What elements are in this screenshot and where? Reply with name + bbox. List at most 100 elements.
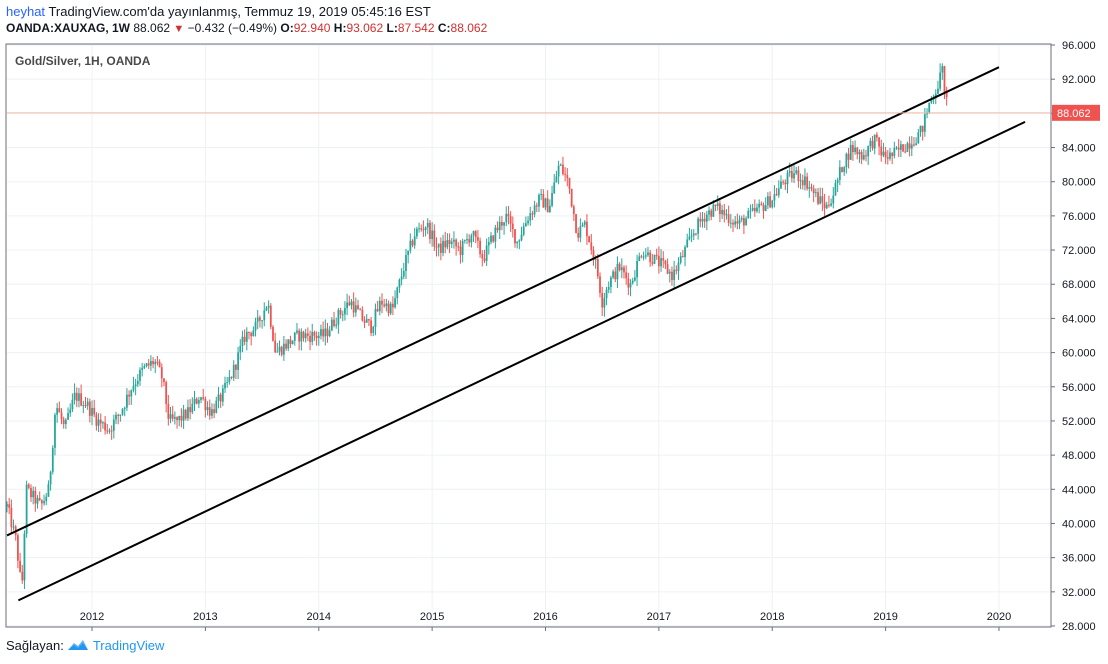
candle	[365, 314, 368, 323]
candle	[250, 331, 253, 346]
candle-body	[579, 226, 582, 238]
candle	[64, 417, 67, 429]
candle	[660, 249, 662, 272]
candle	[535, 202, 538, 213]
candle	[126, 388, 128, 412]
candle-body	[642, 256, 645, 258]
candle	[784, 179, 787, 190]
candle	[335, 317, 338, 329]
candle-body	[23, 533, 26, 581]
candle-body	[359, 309, 362, 311]
candle-body	[394, 298, 396, 308]
candle	[738, 215, 741, 230]
candle	[391, 296, 394, 316]
candle-body	[928, 102, 931, 113]
candle-body	[468, 239, 471, 243]
candle	[766, 192, 769, 210]
candle	[793, 165, 795, 184]
candle-body	[771, 200, 774, 208]
candle	[830, 198, 833, 207]
candle	[701, 211, 704, 228]
candle-body	[804, 176, 806, 186]
candle	[435, 237, 438, 257]
candle	[341, 310, 344, 322]
candle-body	[871, 140, 874, 149]
candle	[777, 180, 780, 198]
candle	[492, 234, 495, 243]
author-link[interactable]: heyhat	[6, 4, 46, 19]
candle-body	[893, 148, 896, 157]
candle	[572, 204, 575, 221]
candle	[605, 286, 608, 306]
candle	[8, 497, 11, 515]
candle	[873, 134, 876, 155]
candle	[921, 125, 924, 141]
candle-body	[743, 218, 745, 226]
candle	[557, 160, 560, 185]
x-tick-label: 2016	[533, 611, 557, 623]
candle	[136, 374, 139, 388]
candle-body	[115, 414, 117, 420]
tradingview-link[interactable]: TradingView	[92, 638, 165, 653]
candle-body	[899, 144, 902, 150]
candle	[200, 396, 202, 404]
candle	[716, 195, 719, 211]
candle	[156, 355, 159, 366]
candle	[324, 319, 327, 346]
candle-body	[424, 227, 427, 231]
candle	[354, 297, 357, 317]
candle-body	[370, 320, 372, 334]
candle-body	[577, 232, 580, 238]
candle-body	[701, 218, 704, 222]
candle	[666, 258, 669, 275]
candle-body	[180, 415, 183, 421]
candle	[655, 248, 658, 260]
candle-body	[555, 176, 558, 183]
candle-body	[232, 364, 235, 378]
candle	[224, 376, 226, 393]
candle	[123, 406, 126, 417]
candle	[21, 564, 24, 584]
candle-body	[795, 170, 798, 174]
candle	[193, 390, 196, 411]
candle	[237, 346, 239, 380]
candle-body	[141, 367, 144, 370]
candle-body	[346, 302, 349, 309]
candle	[256, 310, 259, 330]
candle-body	[43, 501, 45, 504]
candle	[187, 399, 189, 421]
candle	[823, 193, 826, 216]
candle-body	[821, 196, 824, 203]
x-tick-label: 2014	[307, 611, 331, 623]
candle-body	[777, 188, 780, 196]
x-tick-label: 2017	[647, 611, 671, 623]
candle	[455, 238, 458, 256]
candle	[165, 380, 168, 413]
candle	[252, 326, 255, 337]
candle	[158, 359, 161, 368]
candle-body	[671, 271, 673, 280]
candle-body	[357, 305, 359, 310]
candle-body	[494, 227, 497, 242]
candle	[708, 206, 710, 221]
candle	[152, 356, 154, 369]
candle-body	[407, 250, 410, 256]
candle-body	[884, 151, 887, 158]
candle-body	[69, 409, 72, 414]
candle	[590, 233, 593, 255]
candle-body	[710, 210, 713, 217]
candle	[431, 222, 434, 247]
candle-body	[348, 302, 351, 306]
last-price: 88.062	[133, 21, 171, 35]
candle	[631, 277, 634, 285]
candle-body	[102, 422, 104, 424]
candle	[418, 222, 420, 233]
candle-body	[836, 180, 839, 184]
time-axis: 2012 2013 2014 2015 2016 2017 2018 2019 2020	[80, 611, 1011, 631]
candle	[293, 331, 296, 346]
candle	[232, 360, 235, 381]
candle	[743, 214, 745, 234]
candle-body	[470, 235, 473, 243]
candle	[562, 156, 564, 176]
